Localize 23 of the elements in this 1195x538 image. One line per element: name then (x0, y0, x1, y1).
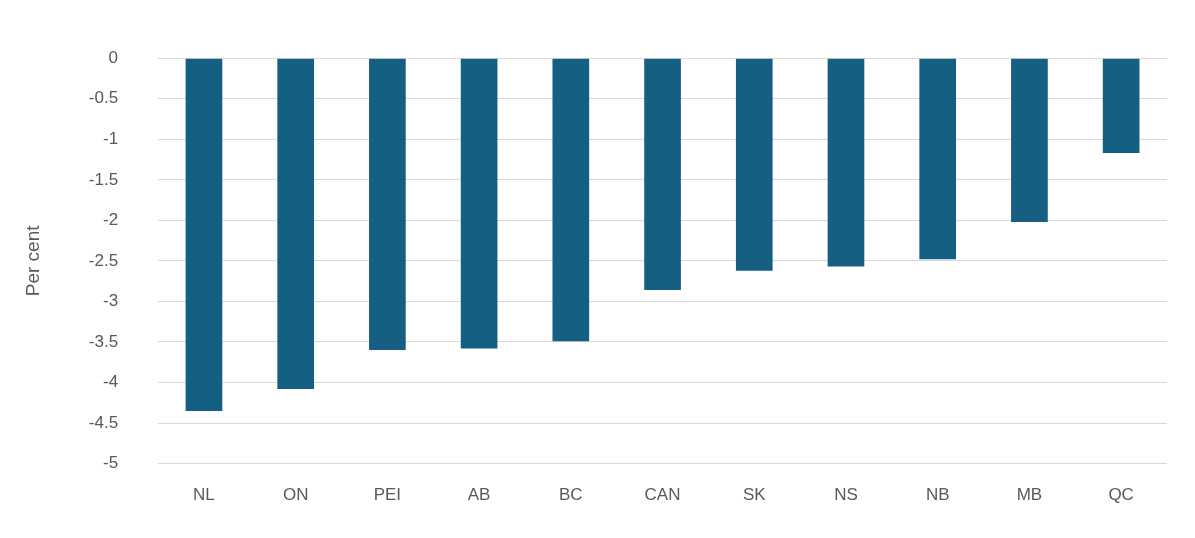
x-tick-label: ON (282, 485, 309, 505)
y-tick-label: -4 (102, 372, 119, 392)
y-tick-label: -2 (102, 210, 119, 230)
x-tick-label: CAN (644, 485, 681, 505)
x-tick-label: NS (834, 485, 858, 505)
y-tick-label: -1 (102, 128, 119, 148)
x-tick-label: BC (559, 485, 583, 505)
x-tick-label: NL (193, 485, 215, 505)
y-tick-label: -1.5 (88, 169, 119, 189)
y-tick-label: -3 (102, 291, 119, 311)
x-tick-label: NB (925, 485, 950, 505)
x-tick-label: MB (1016, 485, 1043, 505)
x-tick-label: PEI (373, 485, 402, 505)
x-tick-label: AB (467, 485, 491, 505)
x-tick-label: QC (1108, 485, 1134, 505)
y-tick-label: -2.5 (88, 250, 119, 270)
y-tick-label: -0.5 (88, 88, 119, 108)
y-tick-label: 0 (108, 47, 119, 67)
y-axis-title: Per cent (21, 224, 43, 297)
y-tick-label: -4.5 (88, 412, 119, 432)
y-tick-label: -3.5 (88, 331, 119, 351)
x-tick-label: SK (742, 485, 767, 505)
y-tick-label: -5 (102, 453, 119, 473)
